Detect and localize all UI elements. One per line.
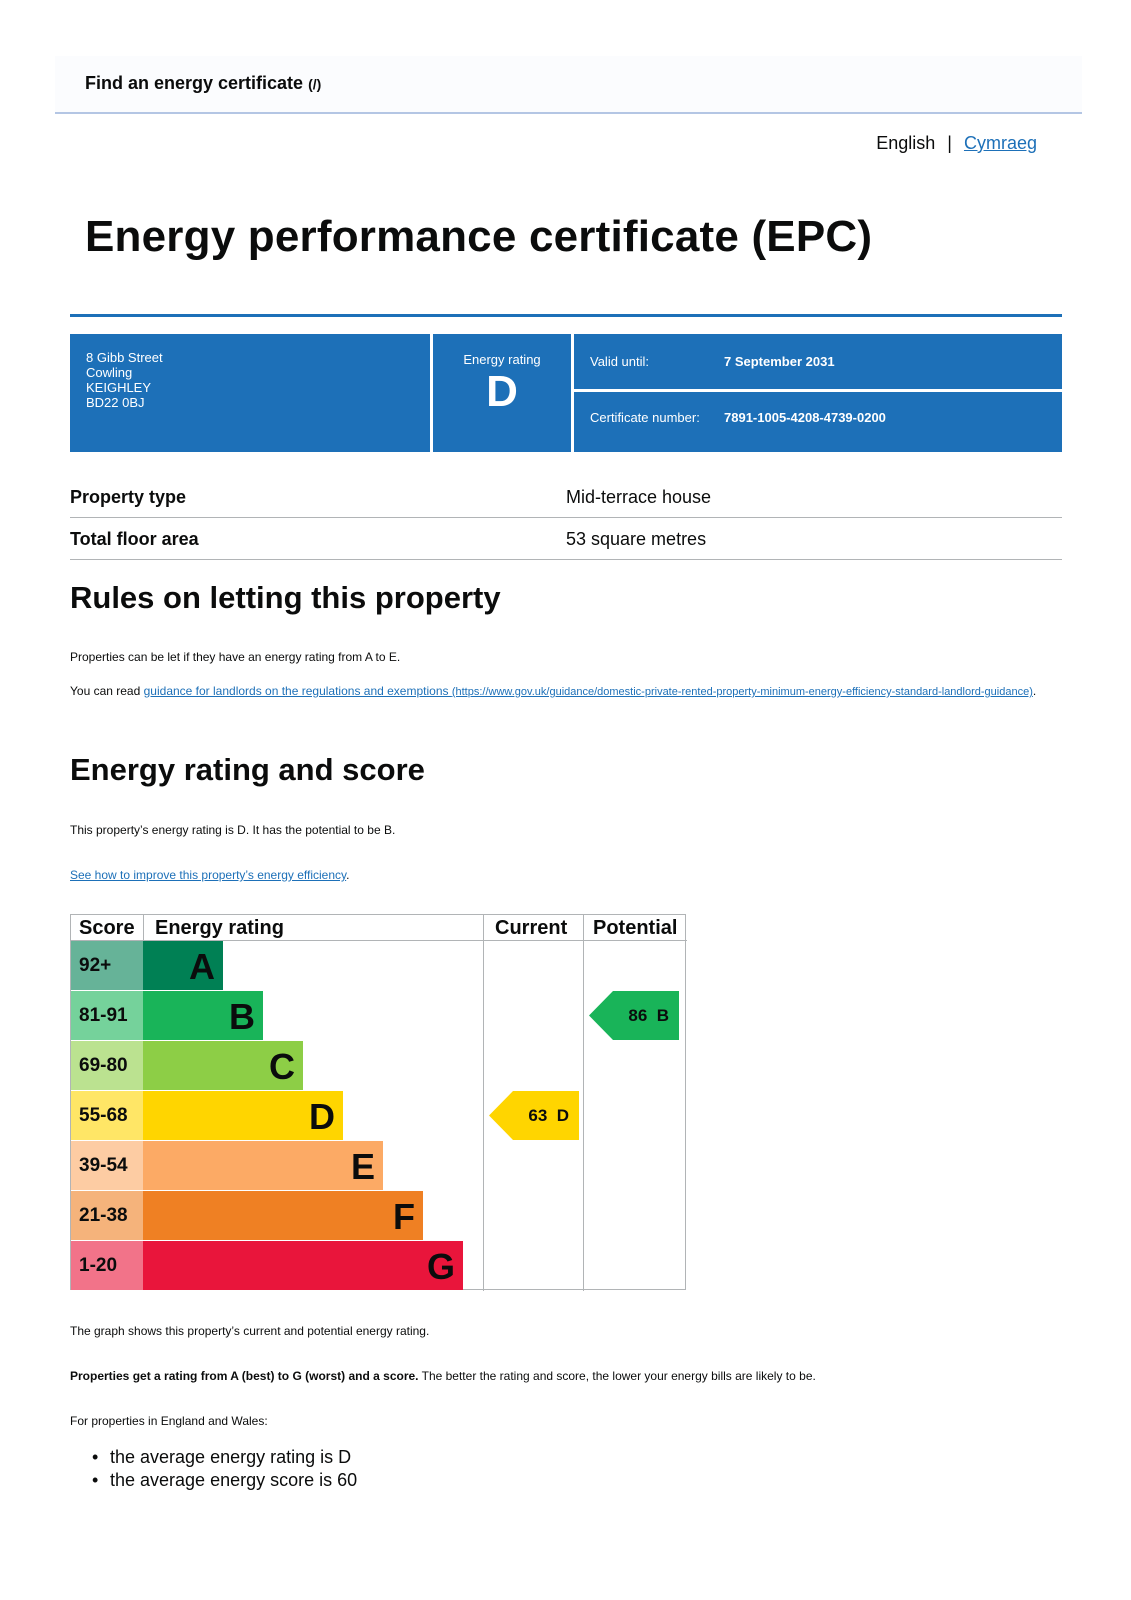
title-divider xyxy=(70,314,1062,317)
energy-rating-summary: This property’s energy rating is D. It h… xyxy=(70,823,396,837)
england-wales-intro: For properties in England and Wales: xyxy=(70,1414,268,1428)
band-letter: D xyxy=(309,1096,335,1137)
property-summary-list: Property type Mid-terrace house Total fl… xyxy=(70,476,1062,560)
list-item: the average energy score is 60 xyxy=(88,1469,357,1492)
rating-explanation-bold: Properties get a rating from A (best) to… xyxy=(70,1369,419,1383)
improve-efficiency-link[interactable]: See how to improve this property’s energ… xyxy=(70,868,347,882)
improve-paragraph: See how to improve this property’s energ… xyxy=(70,868,349,883)
rating-explanation: Properties get a rating from A (best) to… xyxy=(70,1369,816,1384)
valid-until-row: Valid until: 7 September 2031 xyxy=(574,334,1062,392)
language-current: English xyxy=(876,133,936,153)
band-bar: A xyxy=(143,941,223,990)
chart-header-divider xyxy=(71,940,687,941)
list-item: the average energy rating is D xyxy=(88,1446,357,1469)
chart-column-divider xyxy=(583,915,584,1291)
guidance-prefix: You can read xyxy=(70,684,144,698)
energy-rating-panel: Energy rating D xyxy=(430,334,574,452)
potential-rating-arrow: 86 B xyxy=(589,991,679,1040)
page-title: Energy performance certificate (EPC) xyxy=(85,212,873,261)
service-url: (/) xyxy=(308,76,322,92)
certificate-number-value: 7891-1005-4208-4739-0200 xyxy=(724,410,886,425)
chart-header-energy-rating: Energy rating xyxy=(155,917,284,939)
energy-rating-heading: Energy rating and score xyxy=(70,752,425,787)
chart-caption: The graph shows this property’s current … xyxy=(70,1324,430,1338)
guidance-suffix: . xyxy=(1032,684,1037,698)
band-letter: B xyxy=(229,996,255,1037)
address-line: 8 Gibb Street xyxy=(86,350,163,365)
address-line: KEIGHLEY xyxy=(86,380,152,395)
band-bar: C xyxy=(143,1041,303,1090)
energy-rating-label: Energy rating xyxy=(463,352,541,367)
current-rating-arrow: 63 D xyxy=(489,1091,579,1140)
certificate-number-row: Certificate number: 7891-1005-4208-4739-… xyxy=(574,392,1062,452)
guidance-link[interactable]: guidance for landlords on the regulation… xyxy=(144,684,1033,698)
band-bar: E xyxy=(143,1141,383,1190)
service-name-link[interactable]: Find an energy certificate (/) xyxy=(85,73,321,94)
language-welsh-link[interactable]: Cymraeg xyxy=(963,133,1037,153)
band-score-range: 92+ xyxy=(71,941,143,990)
band-letter: G xyxy=(426,1246,455,1287)
letting-paragraph: Properties can be let if they have an en… xyxy=(70,650,401,664)
summary-row: Property type Mid-terrace house xyxy=(70,476,1062,518)
summary-row: Total floor area 53 square metres xyxy=(70,518,1062,560)
band-score-range: 1-20 xyxy=(71,1241,143,1290)
band-letter: E xyxy=(350,1146,375,1187)
valid-until-label: Valid until: xyxy=(590,354,650,369)
band-score-range: 21-38 xyxy=(71,1191,143,1240)
band-letter: F xyxy=(393,1196,415,1237)
summary-key: Property type xyxy=(70,487,187,507)
certificate-summary-box: 8 Gibb Street Cowling KEIGHLEY BD22 0BJ … xyxy=(70,334,1062,452)
letting-guidance-paragraph: You can read guidance for landlords on t… xyxy=(70,684,1062,700)
certificate-details: Valid until: 7 September 2031 Certificat… xyxy=(574,334,1062,452)
average-list: the average energy rating is D the avera… xyxy=(88,1446,357,1492)
guidance-link-text: guidance for landlords on the regulation… xyxy=(143,684,449,698)
chart-header-potential: Potential xyxy=(593,917,678,939)
chart-header-current: Current xyxy=(495,917,568,939)
property-address: 8 Gibb Street Cowling KEIGHLEY BD22 0BJ xyxy=(70,334,428,452)
letting-heading: Rules on letting this property xyxy=(70,580,501,615)
rating-explanation-rest: The better the rating and score, the low… xyxy=(418,1369,816,1383)
language-toggle: English | Cymraeg xyxy=(876,133,1037,154)
band-letter: A xyxy=(189,946,215,987)
summary-value: 53 square metres xyxy=(566,529,707,549)
guidance-link-url: (https://www.gov.uk/guidance/domestic-pr… xyxy=(451,686,1033,698)
chart-column-divider xyxy=(483,915,484,1291)
chart-header-score: Score xyxy=(79,917,135,939)
language-separator: | xyxy=(947,133,952,153)
chart-column-divider xyxy=(143,915,144,940)
band-score-range: 55-68 xyxy=(71,1091,143,1140)
band-score-range: 39-54 xyxy=(71,1141,143,1190)
current-rating-arrow-label: 63 D xyxy=(528,1106,569,1125)
band-bar: D xyxy=(143,1091,343,1140)
energy-rating-value: D xyxy=(486,367,518,416)
service-name: Find an energy certificate xyxy=(85,73,304,93)
band-bar: F xyxy=(143,1191,423,1240)
band-bar: G xyxy=(143,1241,463,1290)
address-line: BD22 0BJ xyxy=(86,395,145,410)
band-letter: C xyxy=(269,1046,295,1087)
address-line: Cowling xyxy=(86,365,133,380)
band-score-range: 81-91 xyxy=(71,991,143,1040)
improve-suffix: . xyxy=(346,868,350,882)
summary-key: Total floor area xyxy=(70,529,199,549)
site-header: Find an energy certificate (/) xyxy=(55,56,1082,114)
summary-value: Mid-terrace house xyxy=(566,487,712,507)
band-bar: B xyxy=(143,991,263,1040)
energy-rating-chart: Score Energy rating Current Potential 92… xyxy=(70,914,687,1291)
band-score-range: 69-80 xyxy=(71,1041,143,1090)
certificate-number-label: Certificate number: xyxy=(590,410,700,425)
potential-rating-arrow-label: 86 B xyxy=(628,1006,669,1025)
valid-until-value: 7 September 2031 xyxy=(724,354,835,369)
